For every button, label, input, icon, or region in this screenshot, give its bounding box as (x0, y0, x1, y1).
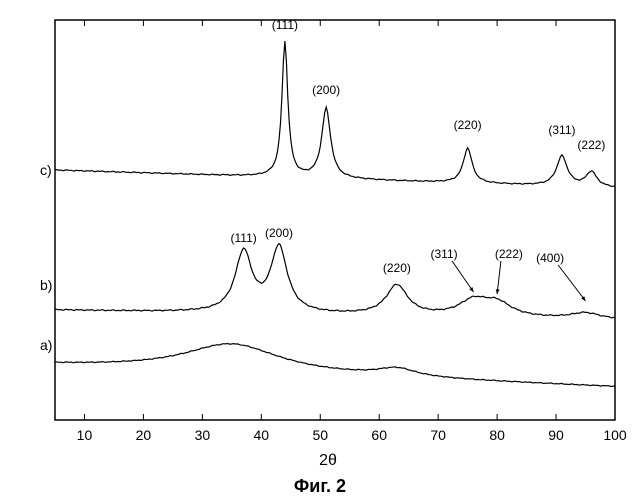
curve-label-c: c) (40, 162, 52, 178)
figure-container: 10 20 30 40 50 60 70 80 90 100 (111) (200) (220) (31… (0, 0, 640, 500)
svg-text:40: 40 (254, 427, 270, 443)
svg-text:(200): (200) (265, 226, 293, 240)
curve-label-b: b) (40, 277, 52, 293)
x-axis-ticks: 10 20 30 40 50 60 70 80 90 100 (77, 20, 627, 443)
svg-text:(222): (222) (495, 247, 523, 261)
svg-text:30: 30 (195, 427, 211, 443)
curve-c (55, 41, 615, 186)
svg-text:20: 20 (136, 427, 152, 443)
svg-text:50: 50 (312, 427, 328, 443)
svg-text:(111): (111) (231, 231, 257, 245)
xrd-chart-svg: 10 20 30 40 50 60 70 80 90 100 (111) (200) (220) (31… (0, 0, 640, 500)
svg-text:70: 70 (430, 427, 446, 443)
curve-label-a: a) (40, 337, 52, 353)
curve-a (55, 344, 615, 387)
peak-labels-b: (111) (200) (220) (311) (222) (400) (231, 226, 565, 275)
svg-text:(200): (200) (312, 83, 340, 97)
svg-text:80: 80 (489, 427, 505, 443)
svg-text:(222): (222) (577, 138, 605, 152)
curve-b (55, 244, 615, 318)
svg-text:(220): (220) (383, 261, 411, 275)
x-axis-label: 2θ (319, 452, 337, 469)
svg-text:(111): (111) (272, 18, 298, 32)
svg-text:60: 60 (371, 427, 387, 443)
svg-text:(400): (400) (536, 251, 564, 265)
svg-text:100: 100 (603, 427, 627, 443)
svg-text:10: 10 (77, 427, 93, 443)
svg-text:(311): (311) (430, 247, 457, 261)
figure-caption: Фиг. 2 (294, 476, 346, 496)
svg-text:(220): (220) (454, 118, 482, 132)
svg-text:(311): (311) (548, 123, 575, 137)
svg-text:90: 90 (548, 427, 564, 443)
arrows-b (452, 261, 585, 301)
